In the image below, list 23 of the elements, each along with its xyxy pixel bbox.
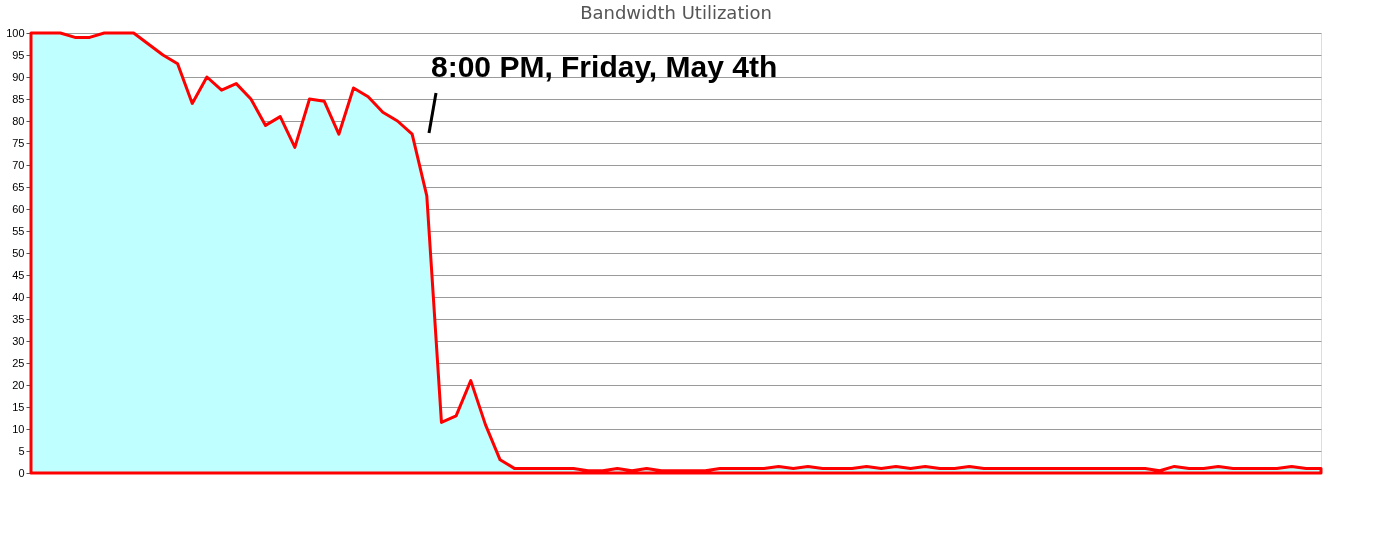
y-tick-label: 50 [12,246,25,259]
y-tick-label: 25 [12,356,25,369]
y-tick-label: 95 [12,48,25,61]
y-tick-label: 20 [12,378,25,391]
y-tick-label: 10 [12,422,25,435]
y-tick-label: 70 [12,158,25,171]
y-tick-label: 35 [12,312,25,325]
y-tick-label: 45 [12,268,25,281]
y-tick-label: 55 [12,224,25,237]
y-tick-label: 90 [12,70,25,83]
y-tick-label: 75 [12,136,25,149]
chart-title: Bandwidth Utilization [580,2,772,23]
y-tick-label: 65 [12,180,25,193]
y-tick-label: 100 [6,26,25,39]
y-tick-label: 85 [12,92,25,105]
y-tick-label: 5 [18,444,25,457]
y-tick-label: 80 [12,114,25,127]
y-tick-label: 15 [12,400,25,413]
y-tick-label: 0 [18,466,25,479]
y-tick-label: 40 [12,290,25,303]
y-tick-label: 30 [12,334,25,347]
annotation: 8:00 PM, Friday, May 4th [431,50,778,83]
y-tick-label: 60 [12,202,25,215]
